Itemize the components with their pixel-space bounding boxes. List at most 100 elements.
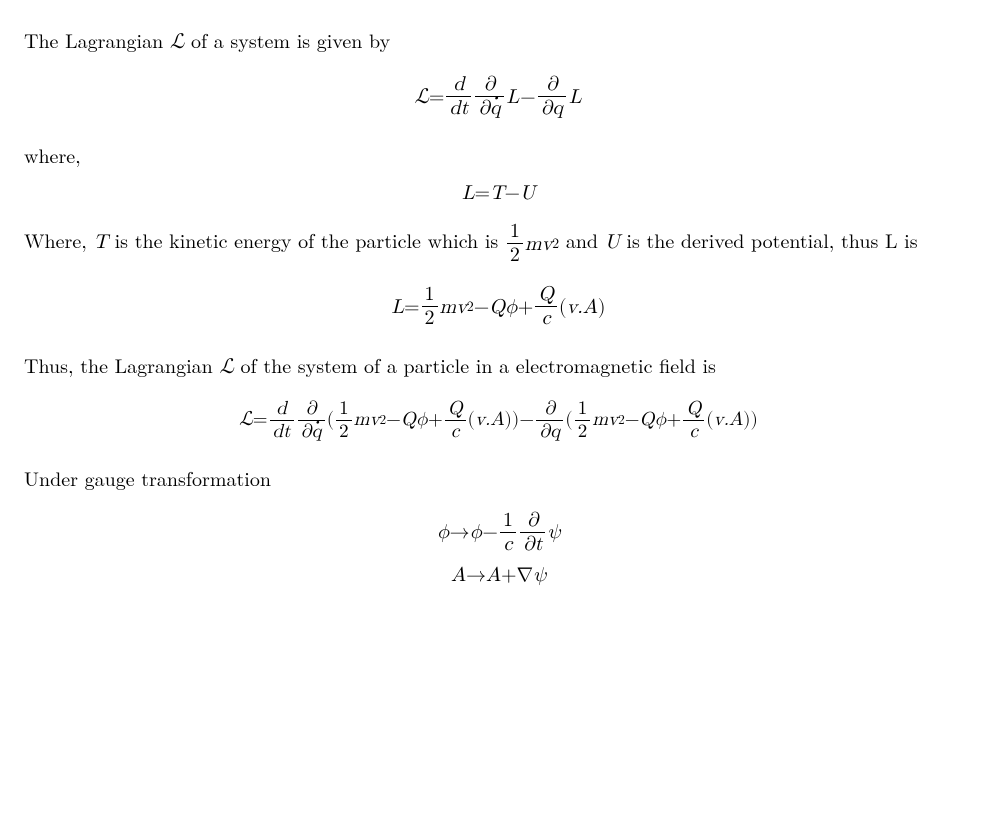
den: ∂q [475, 98, 503, 119]
frac-Qc: Q c [535, 284, 557, 329]
text: where, [24, 140, 81, 169]
v: v [369, 407, 379, 434]
U: U [520, 179, 535, 207]
equals: = [253, 407, 268, 434]
frac-ddt: ddt [270, 399, 294, 442]
num: 1 [500, 510, 516, 531]
frac-ddq: ∂∂q [536, 399, 563, 442]
bar [475, 96, 503, 97]
frac-ddq: ∂ ∂q [538, 74, 566, 119]
plus: + [667, 407, 682, 434]
phi: ϕ [416, 407, 428, 434]
den: ∂t [520, 534, 546, 555]
text: Where, [24, 225, 94, 254]
eq-content: ℒ = ddt ∂ ∂q ( 12 mv2 − Qϕ + Qc (v.A) ) … [239, 399, 758, 442]
lparen: ( [468, 407, 475, 434]
frac-half: 12 [575, 399, 591, 442]
phi: ϕ [505, 293, 518, 321]
bar [538, 96, 566, 97]
phi: ϕ [654, 407, 666, 434]
m: m [525, 230, 542, 258]
num: 1 [507, 221, 523, 242]
den: 2 [422, 308, 438, 329]
frac-Qc: Qc [683, 399, 704, 442]
vA: v.A [714, 407, 744, 434]
bar [683, 420, 704, 421]
den: 2 [575, 422, 591, 442]
qdot: q [312, 422, 322, 442]
m: m [592, 407, 608, 434]
den: dt [270, 422, 294, 442]
psi: ψ [547, 518, 560, 546]
v: v [608, 407, 618, 434]
inline-half-mv2: 12mv2 [505, 221, 559, 266]
psi: ψ [533, 561, 546, 589]
frac-Qc: Qc [445, 399, 466, 442]
rparen: ) [598, 293, 606, 321]
text: Under gauge transformation [24, 463, 271, 492]
frac-ddt: ∂ ∂t [520, 510, 546, 555]
frac-ddqdot: ∂ ∂q [298, 399, 325, 442]
num: 1 [422, 284, 438, 305]
para-gauge: Under gauge transformation [24, 464, 973, 492]
arrow: → [450, 518, 470, 546]
minus: − [386, 407, 401, 434]
frac-ddqdot: ∂ ∂q [475, 74, 503, 119]
bar [298, 420, 325, 421]
num: Q [535, 284, 557, 305]
minus: − [625, 407, 640, 434]
arrow: → [466, 561, 486, 589]
minus: − [474, 293, 490, 321]
bar [336, 420, 352, 421]
bar [507, 243, 523, 244]
num: ∂ [543, 74, 561, 95]
den: c [500, 534, 515, 555]
phi: ϕ [470, 518, 483, 546]
eq-content: L = T − U [462, 179, 535, 207]
lparen: ( [559, 293, 567, 321]
equation-lagrangian-full: ℒ = ddt ∂ ∂q ( 12 mv2 − Qϕ + Qc (v.A) ) … [24, 399, 973, 442]
equation-L-TU: L = T − U [24, 179, 973, 207]
gauge-line-phi: ϕ → ϕ − 1c ∂∂t ψ [437, 510, 561, 555]
Q: Q [489, 293, 505, 321]
minus: − [482, 518, 498, 546]
para-intro: The Lagrangian ℒ of a system is given by [24, 26, 973, 56]
bar [520, 532, 546, 533]
Q: Q [640, 407, 655, 434]
equation-L-expanded: L = 1 2 mv2 − Qϕ + Q c (v.A) [24, 284, 973, 329]
qdot: q [490, 98, 501, 119]
text: is the kinetic energy of the particle wh… [108, 225, 505, 254]
eq-content: L = 1 2 mv2 − Qϕ + Q c (v.A) [391, 284, 605, 329]
para-where: where, [24, 141, 973, 169]
rparen: ) [505, 407, 512, 434]
symbol-lagrangian: ℒ [170, 31, 184, 53]
text: is the derived potential, thus L is [620, 225, 918, 254]
U: U [605, 232, 620, 252]
minus: − [504, 179, 520, 207]
equation-lagrangian-def: ℒ = d dt ∂ ∂q L − ∂ ∂q L [24, 74, 973, 119]
frac-1c: 1c [500, 510, 516, 555]
lparen: ( [327, 407, 334, 434]
vA: v.A [475, 407, 505, 434]
plus: + [501, 561, 517, 589]
frac-ddt: d dt [446, 74, 471, 119]
den: c [448, 422, 462, 442]
plus: + [428, 407, 443, 434]
rparen: ) [743, 407, 750, 434]
bar [536, 420, 563, 421]
lhs: ℒ [414, 83, 428, 111]
A: A [451, 561, 466, 589]
text: of the system of a particle in a electro… [234, 350, 716, 379]
equals: = [404, 293, 420, 321]
eq-stack: ϕ → ϕ − 1c ∂∂t ψ A → A + ∇ψ [437, 510, 561, 589]
T: T [490, 179, 504, 207]
rparen: ) [512, 407, 519, 434]
rparen: ) [751, 407, 758, 434]
num: ∂ [524, 510, 542, 531]
frac-half: 1 2 [422, 284, 438, 329]
equals: = [474, 179, 490, 207]
phi: ϕ [437, 518, 450, 546]
den: ∂q [538, 98, 566, 119]
L: L [391, 293, 404, 321]
T: T [94, 232, 108, 252]
